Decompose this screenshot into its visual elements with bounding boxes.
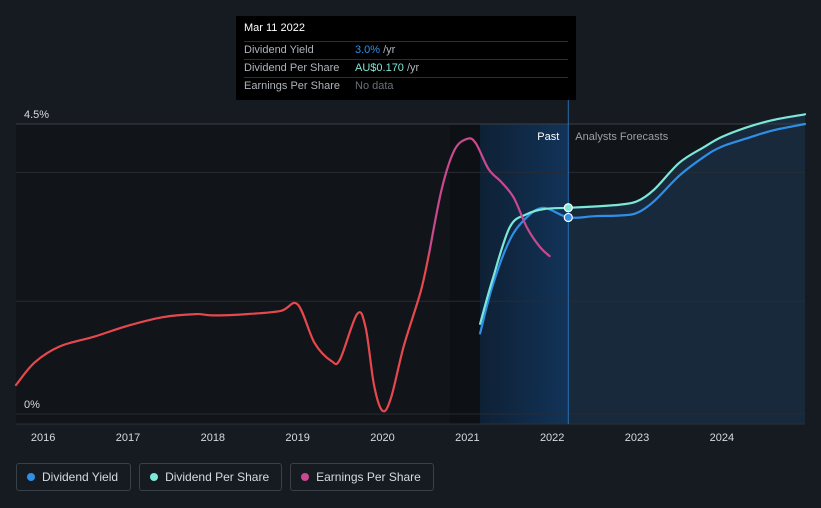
- legend-dot-icon: [301, 473, 310, 481]
- tooltip-unit: /yr: [383, 44, 396, 56]
- dividend-per-share-marker: [563, 203, 573, 213]
- legend-label: Dividend Per Share: [165, 470, 270, 484]
- tooltip-value: 3.0%: [355, 44, 381, 56]
- x-tick-label: 2018: [201, 432, 225, 444]
- y-tick-top: 4.5%: [24, 109, 49, 121]
- tooltip-row-dividend-per-share: Dividend Per Share AU$0.170 /yr: [244, 59, 568, 77]
- legend-item-dividend-per-share[interactable]: Dividend Per Share: [139, 463, 283, 491]
- forecast-area: [568, 114, 805, 425]
- x-tick-label: 2024: [710, 432, 734, 444]
- y-tick-bottom: 0%: [24, 399, 40, 411]
- x-tick-label: 2017: [116, 432, 140, 444]
- x-tick-label: 2023: [625, 432, 649, 444]
- legend-label: Dividend Yield: [42, 470, 119, 484]
- x-tick-label: 2019: [285, 432, 309, 444]
- tooltip-label: Earnings Per Share: [244, 80, 340, 92]
- legend-label: Earnings Per Share: [316, 470, 421, 484]
- x-tick-label: 2016: [31, 432, 55, 444]
- eps-past-line: [14, 251, 431, 413]
- chart-legend: Dividend Yield Dividend Per Share Earnin…: [16, 463, 434, 491]
- legend-dot-icon: [150, 473, 159, 481]
- forecast-label: Analysts Forecasts: [575, 131, 668, 143]
- tooltip-value: AU$0.170: [355, 62, 404, 74]
- dividend-yield-line: [479, 122, 807, 335]
- legend-item-earnings-per-share[interactable]: Earnings Per Share: [290, 463, 434, 491]
- dividend-per-share-line: [479, 113, 807, 325]
- tooltip-date: Mar 11 2022: [244, 22, 305, 34]
- data-tooltip: Mar 11 2022 Dividend Yield 3.0% /yr Divi…: [236, 16, 576, 100]
- legend-dot-icon: [27, 473, 35, 481]
- tooltip-value: No data: [355, 80, 394, 92]
- past-shade: [450, 124, 481, 424]
- tooltip-unit: /yr: [406, 62, 420, 74]
- x-tick-label: 2021: [455, 432, 479, 444]
- x-tick-label: 2020: [370, 432, 394, 444]
- past-label: Past: [537, 131, 559, 143]
- eps-recent-line: [428, 137, 551, 258]
- legend-item-dividend-yield[interactable]: Dividend Yield: [16, 463, 132, 491]
- tooltip-label: Dividend Per Share: [244, 62, 340, 74]
- tooltip-label: Dividend Yield: [244, 44, 314, 56]
- x-tick-label: 2022: [540, 432, 564, 444]
- tooltip-row-dividend-yield: Dividend Yield 3.0% /yr: [244, 41, 568, 59]
- dividend-yield-marker: [563, 212, 573, 223]
- tooltip-row-earnings-per-share: Earnings Per Share No data: [244, 77, 568, 95]
